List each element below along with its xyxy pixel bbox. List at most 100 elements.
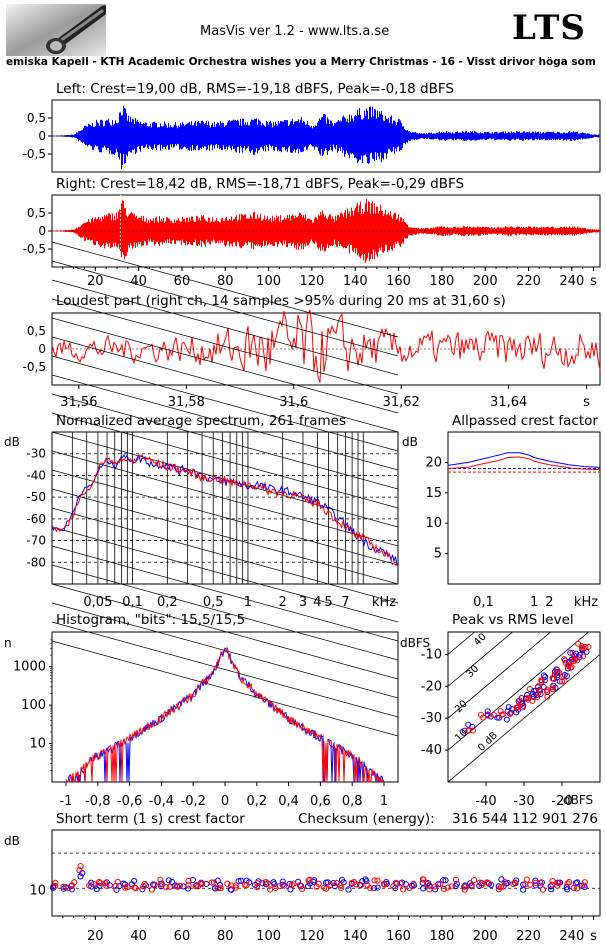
pvr-diagonal <box>448 632 552 719</box>
spectrum-xtick-label: 4 <box>313 595 321 610</box>
pvr-diagonal <box>448 632 476 655</box>
spectrum-xtick-label: 0,05 <box>83 595 112 610</box>
pvr-point <box>461 727 468 734</box>
crest-point <box>423 881 431 888</box>
histogram-ylabel: n <box>4 636 12 650</box>
histogram-ytick-label: 1000 <box>13 660 46 675</box>
crest-point <box>392 879 399 886</box>
crest-xtick-label: 20 <box>87 929 104 944</box>
spectrum-slope-line <box>51 526 399 623</box>
crest-xtick-label: 160 <box>386 929 411 944</box>
time-tick-label: 240 <box>559 274 584 289</box>
pvr-point <box>487 713 494 720</box>
crest-point <box>68 886 75 893</box>
allpass-ytick-label: 20 <box>425 455 442 470</box>
pvr-diagonal <box>448 632 514 687</box>
crest-point <box>440 877 447 884</box>
pvr-point <box>505 704 512 711</box>
time-tick-label: 160 <box>386 274 411 289</box>
pvr-point <box>465 727 472 734</box>
crest-point <box>497 884 505 891</box>
left-channel-signal <box>52 105 600 169</box>
pvr-ytick-label: -20 <box>421 679 442 694</box>
time-tick-label: 40 <box>130 274 147 289</box>
crest-point <box>461 886 468 893</box>
crest-point <box>166 883 173 890</box>
crest-point <box>520 886 527 893</box>
peak-rms-title: Peak vs RMS level <box>452 612 574 628</box>
spectrum-xtick-label: kHz <box>372 595 396 610</box>
crest-point <box>165 877 172 884</box>
crest-point <box>564 880 571 887</box>
pvr-point <box>491 712 498 719</box>
crest-point <box>359 878 366 885</box>
pvr-point <box>559 678 566 685</box>
crest-title: Short term (1 s) crest factor <box>56 811 245 827</box>
spectrum-slope-line <box>51 374 399 471</box>
spectrum-ytick-label: -40 <box>26 468 46 482</box>
crest-point <box>208 879 215 886</box>
allpass-left-line <box>447 452 601 468</box>
crest-point <box>122 884 129 891</box>
pvr-diagonal <box>448 653 600 782</box>
crest-point <box>483 879 490 886</box>
crest-point <box>462 883 469 890</box>
crest-xtick-label: 180 <box>429 929 454 944</box>
pvr-point <box>582 643 589 650</box>
crest-point <box>280 882 288 889</box>
crest-point <box>103 882 110 889</box>
pvr-point <box>516 697 523 704</box>
loudest-part-title: Loudest part (right ch, 14 samples >95% … <box>56 293 506 309</box>
crest-point <box>276 883 283 890</box>
spectrum-xtick-label: 0,2 <box>157 595 178 610</box>
loudest-tick-label: 31,64 <box>490 395 527 410</box>
pvr-point <box>563 672 570 679</box>
allpass-ylabel: dB <box>402 435 418 449</box>
crest-point <box>357 882 364 889</box>
crest-point <box>52 882 59 890</box>
allpass-xtick-label: kHz <box>574 595 598 610</box>
spectrum-xtick-label: 5 <box>324 595 332 610</box>
pvr-point <box>526 686 533 693</box>
crest-point <box>380 880 387 888</box>
crest-xtick-label: 140 <box>343 929 368 944</box>
crest-point <box>578 882 585 889</box>
crest-point <box>410 880 417 888</box>
pvr-point <box>572 655 579 662</box>
spectrum-ytick-label: -60 <box>26 512 46 526</box>
spectrum-slope-line <box>51 336 399 433</box>
crest-xtick-label: 60 <box>174 929 191 944</box>
crest-point <box>362 876 369 883</box>
spectrum-plot <box>52 454 398 566</box>
pvr-xtick-label: -30 <box>513 794 534 809</box>
loudest-tick-label: 31,56 <box>60 395 97 410</box>
time-tick-label: 140 <box>343 274 368 289</box>
spectrum-slope-line <box>51 298 399 395</box>
crest-xtick-label: 120 <box>300 929 325 944</box>
crest-point <box>353 881 360 888</box>
pvr-point <box>549 686 556 693</box>
crest-point <box>90 880 97 888</box>
crest-point <box>232 882 240 889</box>
histogram-xtick-label: -1 <box>60 794 73 809</box>
left-channel-ytick-label: 0,5 <box>27 111 46 125</box>
crest-point <box>555 879 562 887</box>
crest-point <box>139 886 146 893</box>
crest-point <box>452 876 460 883</box>
histogram-xtick-label: -0,4 <box>149 794 174 809</box>
pvr-point <box>576 651 583 658</box>
left-channel-title: Left: Crest=19,00 dB, RMS=-19,18 dBFS, P… <box>56 81 454 97</box>
pvr-point <box>568 664 575 671</box>
histogram-right-line <box>65 646 385 784</box>
crest-point <box>262 878 269 886</box>
spectrum-slope-line <box>51 507 399 604</box>
spectrum-slope-line <box>51 260 399 357</box>
crest-point <box>537 879 544 886</box>
pvr-point <box>538 677 545 684</box>
allpass-xtick-label: 0,1 <box>473 595 494 610</box>
crest-point <box>327 881 334 889</box>
histogram-xtick-label: 0,4 <box>278 794 299 809</box>
crest-point <box>254 880 261 887</box>
crest-point <box>148 886 156 893</box>
